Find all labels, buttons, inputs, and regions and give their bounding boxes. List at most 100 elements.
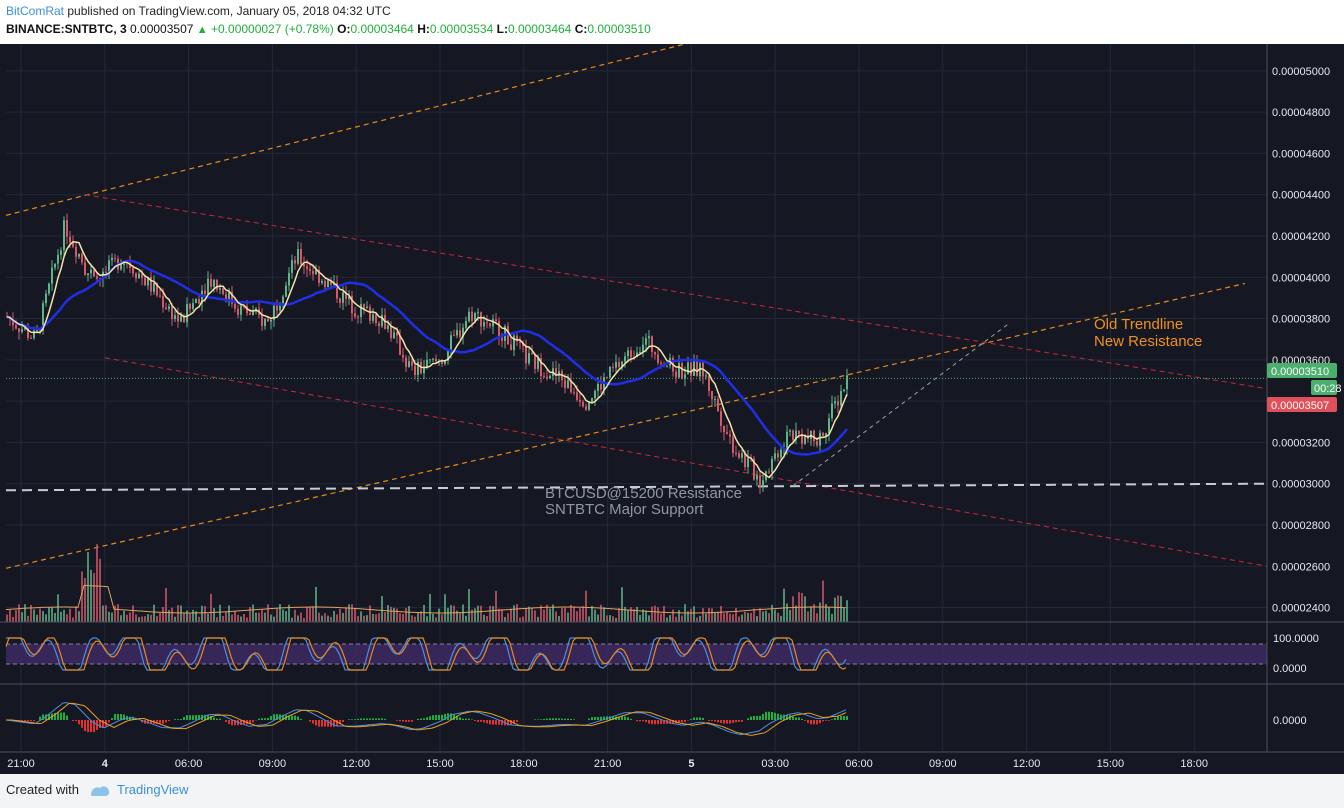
candle-body — [423, 367, 425, 374]
macd-histogram-bar — [444, 713, 446, 720]
volume-bar — [576, 611, 578, 622]
tradingview-link[interactable]: TradingView — [116, 782, 189, 797]
volume-bar — [609, 615, 611, 622]
macd-histogram-bar — [417, 718, 419, 720]
volume-bar — [267, 604, 269, 622]
volume-bar — [522, 616, 524, 622]
volume-bar — [138, 617, 140, 622]
macd-histogram-bar — [66, 715, 68, 720]
volume-bar — [528, 606, 530, 622]
volume-bar — [810, 606, 812, 622]
y-tick-label: 0.00003200 — [1272, 437, 1330, 449]
macd-histogram-bar — [783, 714, 785, 720]
volume-bar — [639, 614, 641, 622]
macd-pane — [5, 702, 848, 736]
macd-histogram-bar — [378, 718, 380, 720]
macd-histogram-bar — [636, 720, 638, 722]
volume-bar — [816, 613, 818, 622]
volume-bar — [207, 613, 209, 622]
volume-bar — [435, 617, 437, 622]
volume-bar — [441, 614, 443, 622]
y-tick-label: 0.00002800 — [1272, 520, 1330, 532]
volume-bar — [105, 605, 107, 622]
macd-histogram-bar — [627, 717, 629, 720]
x-tick-label: 15:00 — [426, 758, 454, 770]
macd-histogram-bar — [795, 717, 797, 720]
volume-bar — [45, 614, 47, 622]
candle-body — [555, 368, 557, 376]
volume-bar — [168, 610, 170, 622]
close-label: C: — [574, 22, 588, 36]
macd-histogram-bar — [192, 715, 194, 720]
macd-histogram-bar — [243, 720, 245, 725]
volume-bar — [819, 602, 821, 622]
volume-bar — [42, 611, 44, 622]
candle-body — [354, 313, 356, 317]
volume-bar — [135, 614, 137, 622]
x-tick-label: 18:00 — [1180, 758, 1208, 770]
volume-bar — [420, 611, 422, 622]
volume-bar — [426, 616, 428, 622]
candle-body — [651, 336, 653, 352]
candle-body — [168, 306, 170, 309]
volume-bar — [225, 612, 227, 622]
macd-histogram-bar — [513, 720, 515, 724]
volume-bar — [237, 614, 239, 622]
volume-bar — [342, 613, 344, 622]
macd-histogram-bar — [264, 718, 266, 720]
macd-histogram-bar — [837, 716, 839, 720]
volume-bar — [78, 611, 80, 622]
volume-bar — [642, 609, 644, 622]
volume-bar — [327, 615, 329, 622]
candle-body — [78, 253, 80, 257]
volume-bar — [30, 605, 32, 622]
macd-histogram-bar — [321, 720, 323, 727]
volume-bar — [555, 611, 557, 622]
volume-bar — [177, 605, 179, 622]
candle-body — [189, 304, 191, 309]
high-label: H: — [417, 22, 430, 36]
candle-body — [519, 341, 521, 343]
author-link[interactable]: BitComRat — [6, 4, 65, 18]
macd-histogram-bar — [288, 715, 290, 720]
candle-body — [174, 315, 176, 320]
candle-body — [219, 288, 221, 290]
footer: Created with TradingView — [6, 782, 189, 797]
price-chart[interactable]: 0.00005000 0.00004800 0.00004600 0.00004400… — [0, 44, 1344, 774]
volume-bar — [558, 615, 560, 622]
volume-bar — [201, 605, 203, 622]
candle-body — [636, 352, 638, 358]
macd-histogram-bar — [558, 718, 560, 720]
candle-body — [90, 269, 92, 274]
macd-histogram-bar — [45, 714, 47, 720]
candle-body — [786, 431, 788, 448]
volume-bar — [693, 606, 695, 622]
candle-body — [231, 291, 233, 304]
candle-body — [87, 273, 89, 275]
volume-bar — [303, 617, 305, 622]
volume-bar — [753, 608, 755, 622]
candle-body — [363, 304, 365, 309]
high-value: 0.00003534 — [429, 22, 494, 36]
volume-bar — [120, 615, 122, 622]
y-tick-label: 0.00004600 — [1272, 148, 1330, 160]
candle-body — [42, 303, 44, 331]
volume-bar — [759, 608, 761, 622]
volume-bar — [114, 605, 116, 622]
volume-bar — [453, 605, 455, 622]
volume-bar — [726, 612, 728, 622]
macd-histogram-bar — [24, 720, 26, 722]
volume-bar — [591, 606, 593, 622]
volume-bar — [63, 609, 65, 622]
candle-body — [675, 371, 677, 378]
volume-bar — [141, 616, 143, 622]
candle-body — [93, 269, 95, 277]
macd-histogram-bar — [672, 720, 674, 724]
volume-bar — [204, 606, 206, 622]
candle-body — [357, 316, 359, 318]
macd-histogram-bar — [375, 718, 377, 720]
volume-bar — [270, 614, 272, 622]
macd-histogram-bar — [489, 720, 491, 725]
volume-bar — [210, 593, 212, 622]
macd-histogram-bar — [690, 719, 692, 720]
